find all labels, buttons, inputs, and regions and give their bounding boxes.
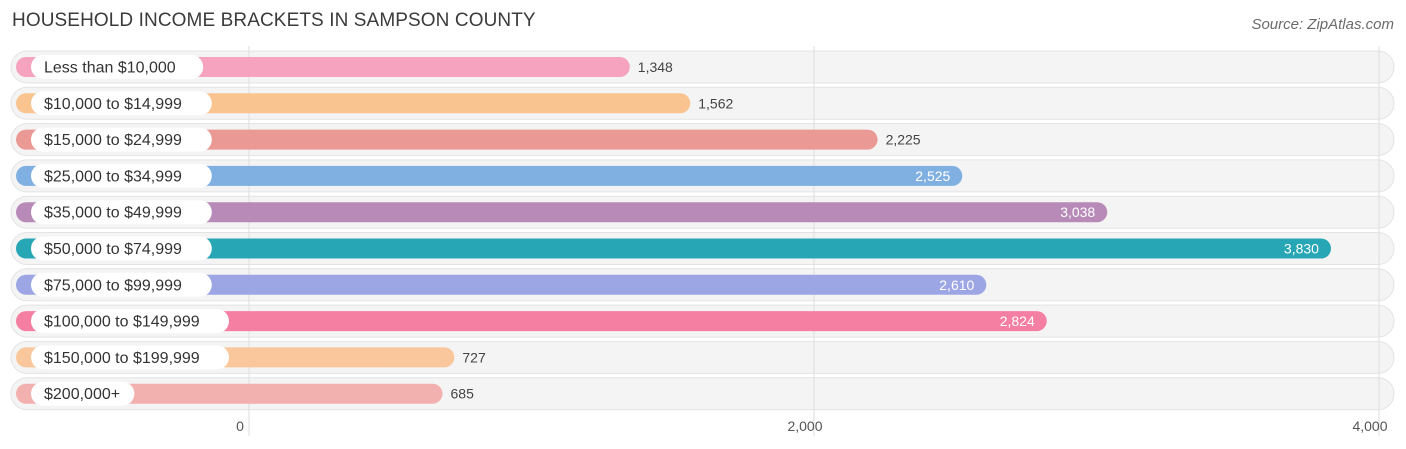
- source-label: Source: ZipAtlas.com: [1251, 16, 1394, 33]
- category-label: $35,000 to $49,999: [44, 205, 182, 222]
- category-label-pill: [31, 91, 212, 116]
- x-tick-label: 0: [236, 418, 244, 434]
- category-label: $25,000 to $34,999: [44, 168, 182, 185]
- value-label: 1,348: [638, 59, 673, 75]
- category-label: $100,000 to $149,999: [44, 314, 200, 331]
- value-label: 685: [451, 386, 475, 402]
- bar: [16, 311, 1047, 332]
- category-label: $50,000 to $74,999: [44, 241, 182, 258]
- value-label: 3,830: [1284, 241, 1319, 257]
- category-label: $75,000 to $99,999: [44, 277, 182, 294]
- x-tick-label: 4,000: [1352, 418, 1387, 434]
- value-label: 2,610: [939, 277, 974, 293]
- bar: [16, 202, 1108, 223]
- category-label-pill: [31, 309, 229, 334]
- value-label: 2,824: [1000, 313, 1035, 329]
- value-label: 2,525: [915, 168, 950, 184]
- x-tick-label: 2,000: [787, 418, 822, 434]
- category-label: $10,000 to $14,999: [44, 96, 182, 113]
- bar: [16, 274, 987, 295]
- value-label: 1,562: [698, 95, 733, 111]
- value-label: 3,038: [1060, 204, 1095, 220]
- category-label-pill: [31, 163, 212, 188]
- category-label-pill: [31, 236, 212, 261]
- category-label-pill: [31, 381, 135, 406]
- category-label-pill: [31, 127, 212, 152]
- bar: [16, 238, 1331, 259]
- bar: [16, 129, 878, 150]
- value-label: 727: [462, 349, 486, 365]
- category-label: $200,000+: [44, 386, 120, 403]
- category-label-pill: [31, 272, 212, 297]
- bar: [16, 165, 963, 186]
- category-label: Less than $10,000: [44, 60, 176, 77]
- category-label: $150,000 to $199,999: [44, 350, 200, 367]
- category-label: $15,000 to $24,999: [44, 132, 182, 149]
- chart-title: HOUSEHOLD INCOME BRACKETS IN SAMPSON COU…: [12, 10, 536, 31]
- value-label: 2,225: [886, 132, 921, 148]
- category-label-pill: [31, 200, 212, 225]
- category-label-pill: [31, 55, 204, 79]
- category-label-pill: [31, 345, 229, 370]
